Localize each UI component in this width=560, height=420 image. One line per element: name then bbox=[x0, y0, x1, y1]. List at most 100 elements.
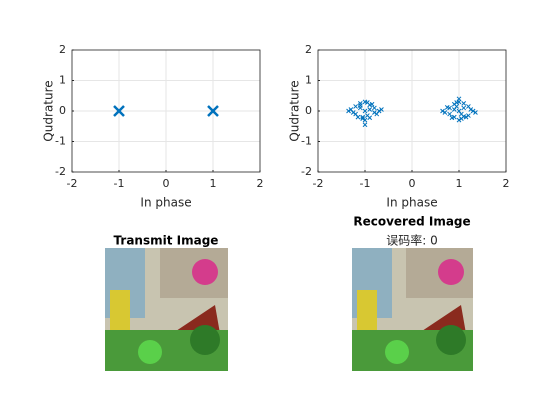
marker-stroke bbox=[470, 108, 476, 114]
x-tick-label: 1 bbox=[210, 177, 217, 190]
marker-stroke bbox=[456, 117, 462, 123]
scatter-point bbox=[466, 113, 471, 118]
y-tick-label: 1 bbox=[59, 74, 66, 87]
marker-stroke bbox=[360, 116, 366, 121]
marker-stroke bbox=[374, 111, 380, 117]
scatter-point bbox=[367, 107, 373, 112]
marker-stroke bbox=[451, 107, 457, 112]
axes-frame bbox=[71, 49, 261, 173]
image-title: Transmit Image bbox=[114, 234, 219, 248]
x-axis-label: In phase bbox=[140, 196, 191, 210]
marker-stroke bbox=[461, 105, 467, 111]
x-tick-label: 2 bbox=[503, 177, 510, 190]
marker-stroke bbox=[348, 107, 354, 112]
x-tick-label: 1 bbox=[456, 177, 463, 190]
scatter-point bbox=[360, 114, 366, 120]
scatter-point bbox=[353, 111, 358, 117]
scatter-point bbox=[346, 108, 351, 114]
scatter-point bbox=[353, 104, 358, 109]
marker-stroke bbox=[113, 105, 125, 117]
x-axis-label: In phase bbox=[386, 196, 437, 210]
scatter-point bbox=[451, 101, 457, 107]
marker-stroke bbox=[442, 110, 448, 115]
marker-stroke bbox=[461, 114, 467, 119]
scatter-point bbox=[369, 101, 375, 107]
y-tick-label: -2 bbox=[301, 165, 312, 178]
y-tick-label: -1 bbox=[301, 135, 312, 148]
scatter-point bbox=[444, 104, 450, 110]
scatter-point bbox=[451, 107, 457, 112]
x-tick-label: 0 bbox=[163, 177, 170, 190]
scatter-point bbox=[456, 96, 462, 102]
image-subtitle: 误码率: 0 bbox=[386, 233, 438, 248]
marker-stroke bbox=[350, 110, 356, 115]
scatter-point bbox=[360, 116, 366, 121]
y-tick-label: 2 bbox=[305, 43, 312, 56]
scatter-point bbox=[362, 122, 368, 128]
y-tick-label: -2 bbox=[55, 165, 66, 178]
y-tick-label: 0 bbox=[305, 104, 312, 117]
marker-stroke bbox=[466, 104, 471, 109]
x-tick-label: 0 bbox=[409, 177, 416, 190]
marker-stroke bbox=[463, 114, 469, 120]
recovered-image bbox=[352, 248, 473, 371]
x-tick-label: -2 bbox=[313, 177, 324, 190]
marker-stroke bbox=[451, 101, 457, 107]
scatter-point bbox=[456, 117, 462, 123]
marker-stroke bbox=[362, 117, 368, 123]
scatter-point bbox=[447, 111, 452, 117]
transmit-image bbox=[105, 248, 228, 371]
scatter-point bbox=[372, 110, 377, 115]
marker-stroke bbox=[355, 114, 361, 120]
marker-stroke bbox=[357, 103, 363, 108]
scatter-point bbox=[461, 105, 467, 111]
marker-stroke bbox=[468, 107, 474, 112]
marker-stroke bbox=[367, 107, 373, 112]
scatter-point bbox=[379, 107, 384, 112]
image-title: Recovered Image bbox=[353, 215, 470, 229]
marker-stroke bbox=[207, 105, 219, 117]
marker-stroke bbox=[456, 108, 462, 114]
marker-stroke bbox=[353, 104, 358, 109]
marker-stroke bbox=[466, 113, 471, 118]
marker-stroke bbox=[372, 110, 377, 115]
y-tick-label: 2 bbox=[59, 43, 66, 56]
scatter-point bbox=[473, 110, 478, 115]
x-tick-label: -2 bbox=[67, 177, 78, 190]
axes-frame bbox=[317, 49, 507, 173]
x-tick-label: -1 bbox=[114, 177, 125, 190]
marker-stroke bbox=[364, 100, 370, 105]
marker-stroke bbox=[440, 108, 445, 114]
y-tick-label: -1 bbox=[55, 135, 66, 148]
x-tick-label: -1 bbox=[360, 177, 371, 190]
marker-stroke bbox=[362, 108, 368, 114]
scatter-point bbox=[470, 108, 476, 114]
scatter-point bbox=[442, 110, 448, 115]
scatter-point bbox=[374, 111, 380, 117]
marker-stroke bbox=[444, 104, 450, 110]
marker-stroke bbox=[346, 108, 351, 114]
scatter-point bbox=[372, 105, 377, 111]
marker-stroke bbox=[369, 101, 375, 107]
marker-stroke bbox=[449, 115, 455, 121]
marker-stroke bbox=[473, 110, 478, 115]
scatter-point bbox=[449, 115, 455, 121]
marker-stroke bbox=[458, 111, 464, 117]
y-axis-label: Qudrature bbox=[288, 80, 302, 141]
scatter-point bbox=[362, 108, 368, 114]
y-tick-label: 0 bbox=[59, 104, 66, 117]
scatter-point bbox=[461, 101, 467, 106]
marker-stroke bbox=[379, 107, 384, 112]
x-tick-label: 2 bbox=[257, 177, 264, 190]
marker-stroke bbox=[447, 111, 452, 117]
marker-stroke bbox=[362, 99, 368, 105]
scatter-point bbox=[466, 104, 471, 109]
marker-stroke bbox=[447, 105, 452, 111]
marker-stroke bbox=[353, 111, 358, 117]
scatter-point bbox=[364, 100, 370, 105]
marker-stroke bbox=[360, 114, 366, 120]
scatter-point bbox=[113, 105, 125, 117]
scatter-point bbox=[461, 114, 467, 119]
scatter-point bbox=[367, 115, 373, 121]
